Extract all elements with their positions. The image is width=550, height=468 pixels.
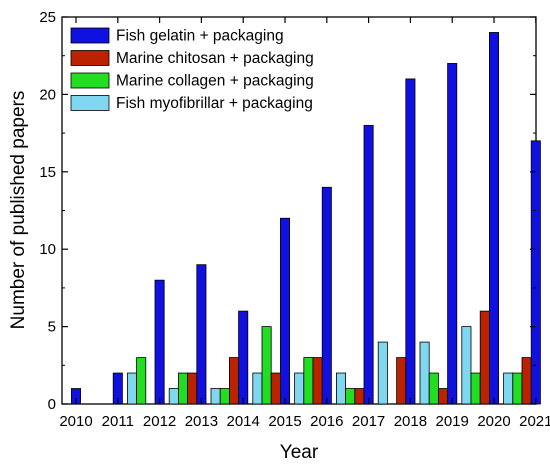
y-tick-label: 10 — [39, 241, 56, 258]
bar-gelatin-2016 — [321, 186, 332, 405]
bar-myofibrillar-2019 — [419, 341, 430, 405]
legend-label: Marine collagen + packaging — [116, 73, 314, 90]
bar-chitosan-2018 — [396, 357, 407, 405]
bar-myofibrillar-2021 — [503, 372, 514, 405]
x-tick-label: 2010 — [59, 413, 92, 430]
bar-collagen-2016 — [303, 357, 314, 405]
bar-myofibrillar-2015 — [252, 372, 263, 405]
bar-chitosan-2017 — [354, 388, 365, 405]
bar-gelatin-2017 — [363, 124, 374, 405]
bar-myofibrillar-2014 — [210, 388, 221, 405]
bar-gelatin-2015 — [279, 217, 290, 405]
y-axis: 0 5 10 15 20 25 — [39, 9, 536, 413]
bar-myofibrillar-2018 — [377, 341, 388, 405]
bar-chitosan-2019 — [437, 388, 448, 405]
legend-swatch — [70, 72, 110, 89]
x-tick-label: 2019 — [436, 413, 469, 430]
x-tick-label: 2021 — [519, 413, 550, 430]
y-axis-title: Number of published papers — [8, 91, 29, 330]
y-tick-label: 15 — [39, 164, 56, 181]
bar-chitosan-2014 — [228, 357, 239, 405]
legend-swatch — [70, 27, 110, 44]
y-tick-label: 25 — [39, 9, 56, 26]
x-tick-label: 2015 — [268, 413, 301, 430]
x-tick-label: 2016 — [310, 413, 343, 430]
bar-collagen-2014 — [219, 388, 230, 405]
bar-gelatin-2014 — [238, 310, 249, 405]
bar-collagen-2013 — [177, 372, 188, 405]
bar-gelatin-2019 — [447, 63, 458, 405]
bar-gelatin-2018 — [405, 78, 416, 405]
bar-collagen-2021 — [512, 372, 523, 405]
bar-gelatin-2013 — [196, 264, 207, 405]
x-tick-label: 2011 — [102, 413, 134, 430]
bar-gelatin-2021 — [530, 140, 541, 405]
x-axis-title: Year — [280, 442, 319, 463]
x-tick-label: 2017 — [352, 413, 385, 430]
x-tick-label: 2012 — [143, 413, 176, 430]
bar-chitosan-2021 — [521, 357, 532, 405]
bar-gelatin-2020 — [488, 32, 499, 405]
legend-label: Fish gelatin + packaging — [116, 28, 284, 45]
legend-swatch — [70, 95, 110, 111]
bar-collagen-2019 — [428, 372, 439, 405]
x-tick-label: 2013 — [185, 413, 218, 430]
y-tick-label: 0 — [48, 396, 56, 413]
bar-myofibrillar-2012 — [127, 372, 138, 405]
bar-myofibrillar-2020 — [461, 326, 472, 405]
bar-myofibrillar-2016 — [294, 372, 305, 405]
bar-myofibrillar-2013 — [168, 388, 179, 405]
legend-swatch — [70, 50, 110, 66]
x-axis: 2010 2011 2012 2013 2014 2015 2016 2017 2018 2019… — [59, 17, 550, 430]
bar-chitosan-2020 — [479, 310, 490, 405]
bar-collagen-2017 — [345, 388, 356, 405]
bar-gelatin-2012 — [154, 279, 165, 405]
bar-chitosan-2016 — [312, 357, 323, 405]
x-tick-label: 2014 — [227, 413, 260, 430]
x-tick-label: 2020 — [477, 413, 510, 430]
bar-chitosan-2015 — [270, 372, 281, 405]
legend: Fish gelatin + packaging Marine chitosan … — [70, 27, 314, 112]
bar-collagen-2020 — [470, 372, 481, 405]
legend-label: Marine chitosan + packaging — [116, 50, 314, 67]
bar-collagen-2015 — [261, 326, 272, 405]
x-tick-label: 2018 — [394, 413, 427, 430]
legend-label: Fish myofibrillar + packaging — [116, 95, 313, 112]
bar-myofibrillar-2017 — [335, 372, 346, 405]
bar-chitosan-2013 — [187, 372, 198, 405]
y-tick-label: 20 — [39, 86, 56, 103]
y-tick-label: 5 — [48, 319, 56, 336]
bar-collagen-2012 — [136, 357, 147, 405]
